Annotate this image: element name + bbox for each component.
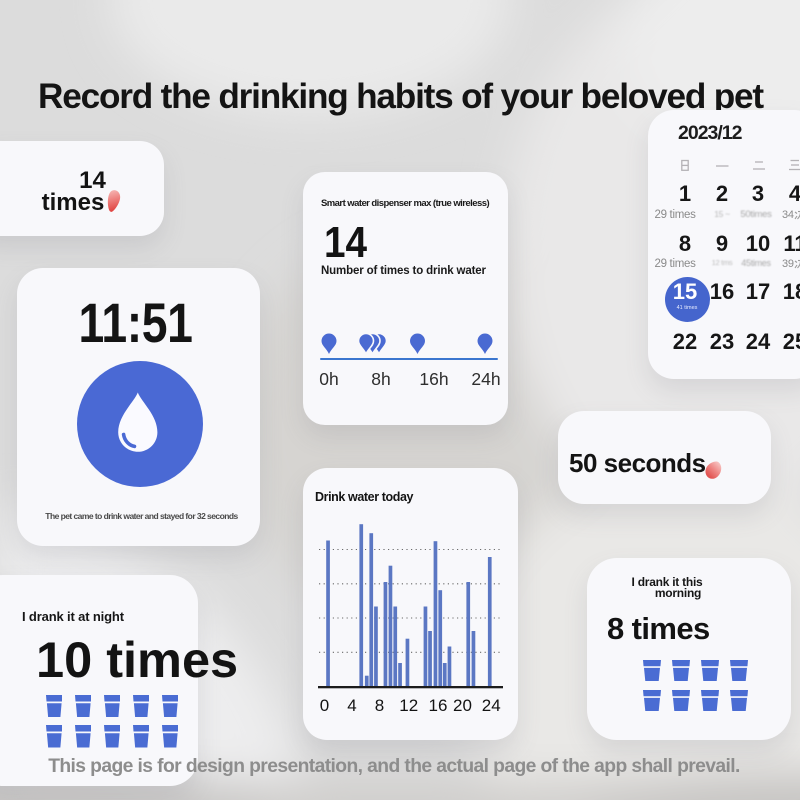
svg-text:16: 16 (429, 696, 448, 715)
svg-text:12: 12 (399, 696, 418, 715)
svg-text:0: 0 (320, 696, 329, 715)
svg-text:8: 8 (375, 696, 384, 715)
svg-text:4: 4 (347, 696, 356, 715)
svg-text:24: 24 (482, 696, 501, 715)
svg-text:20: 20 (453, 696, 472, 715)
